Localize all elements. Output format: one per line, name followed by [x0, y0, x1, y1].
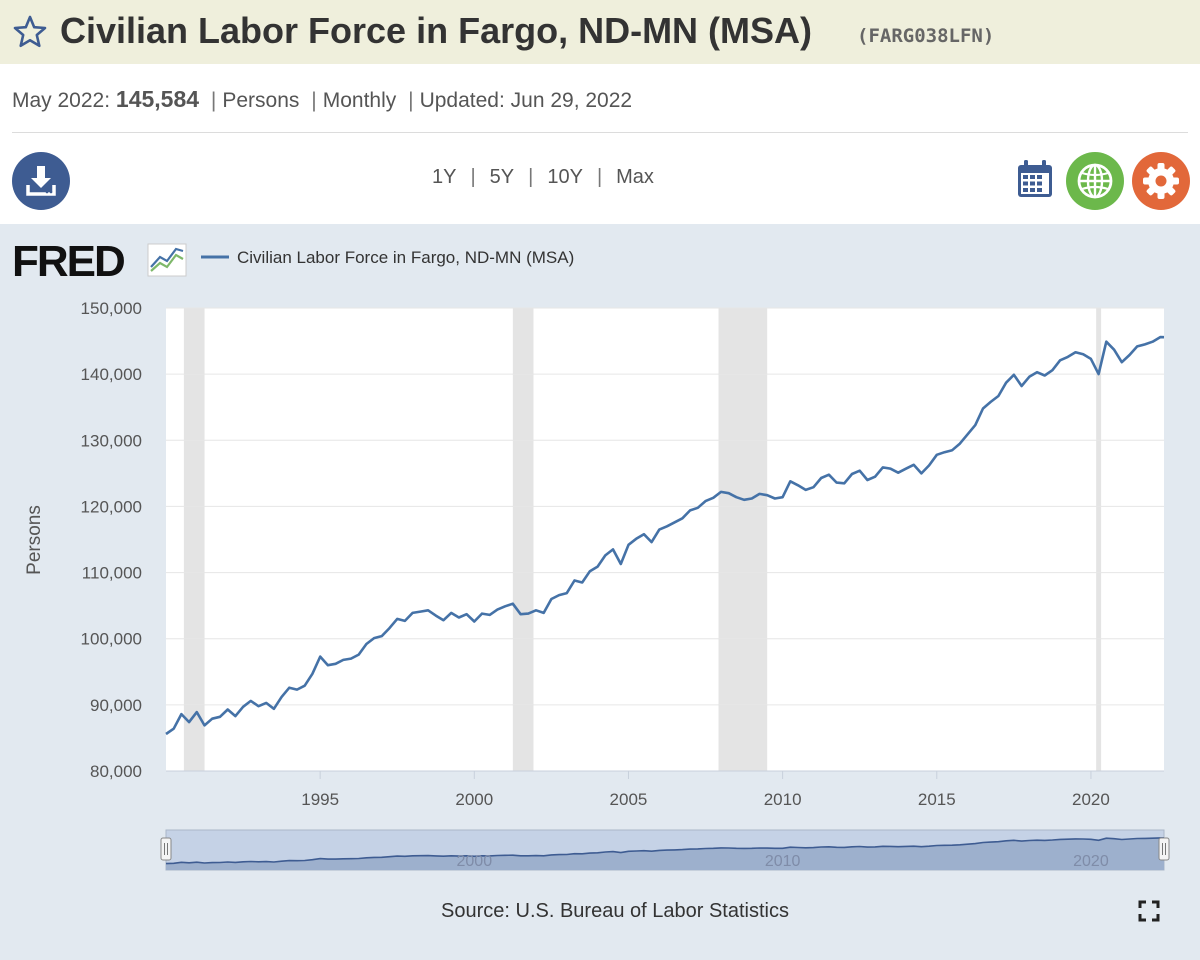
y-tick-label: 110,000: [82, 564, 142, 583]
y-tick-label: 150,000: [81, 299, 142, 318]
x-tick-label: 2010: [764, 790, 802, 809]
navigator-label: 2020: [1073, 853, 1109, 870]
fred-logo-graph-icon: [147, 243, 187, 277]
meta-separator: |: [210, 89, 217, 112]
range-10y-button[interactable]: 10Y: [547, 166, 583, 188]
header-divider: [12, 132, 1188, 133]
x-tick-label: 1995: [301, 790, 339, 809]
navigator-line: [165, 837, 1164, 865]
range-max-button[interactable]: Max: [616, 166, 654, 188]
y-tick-label: 130,000: [81, 431, 142, 450]
source-note: Source: U.S. Bureau of Labor Statistics: [441, 900, 789, 922]
meta-separator: |: [311, 89, 317, 112]
navigator-right-handle[interactable]: [1158, 837, 1170, 861]
gear-icon: [1143, 163, 1179, 199]
y-tick-label: 120,000: [81, 497, 142, 516]
globe-button[interactable]: [1066, 152, 1124, 210]
meta-updated-date: Jun 29, 2022: [510, 89, 633, 112]
title-bar: Civilian Labor Force in Fargo, ND-MN (MS…: [0, 0, 1200, 64]
y-tick-label: 90,000: [90, 696, 142, 715]
meta-units: Persons: [222, 89, 300, 112]
series-id: (FARG038LFN): [857, 25, 995, 47]
date-range-selector: 1Y | 5Y | 10Y | Max: [432, 166, 654, 189]
navigator-left-handle[interactable]: [160, 837, 172, 861]
settings-button[interactable]: [1132, 152, 1190, 210]
recession-band: [718, 308, 768, 771]
range-separator: |: [528, 166, 534, 188]
range-1y-button[interactable]: 1Y: [432, 166, 457, 188]
navigator-area: [166, 837, 1164, 870]
navigator-label: 2010: [765, 853, 801, 870]
series-meta: May 2022: 145,584 | Persons | Monthly | Upd…: [12, 86, 632, 113]
plot-background: [166, 308, 1164, 771]
chart: FRED Civilian Labor Force in Fargo, ND-M…: [12, 237, 1170, 922]
meta-latest-value: 145,584: [115, 86, 200, 112]
recession-band: [183, 308, 205, 771]
series-line: [165, 335, 1165, 736]
meta-separator: |: [408, 89, 414, 112]
legend-label: Civilian Labor Force in Fargo, ND-MN (MS…: [237, 248, 574, 267]
page-title: Civilian Labor Force in Fargo, ND-MN (MS…: [60, 10, 813, 51]
download-button[interactable]: [12, 152, 70, 210]
y-tick-label: 100,000: [81, 630, 142, 649]
x-tick-label: 2005: [610, 790, 648, 809]
y-tick-label: 80,000: [90, 762, 142, 781]
meta-updated-label: Updated:: [419, 89, 505, 112]
download-icon: [26, 166, 56, 196]
navigator-label: 2000: [457, 853, 493, 870]
y-tick-label: 140,000: [81, 365, 142, 384]
meta-frequency: Monthly: [322, 89, 397, 112]
fred-logo: FRED: [12, 237, 124, 286]
meta-period: May 2022:: [12, 89, 111, 112]
y-axis-label: Persons: [24, 505, 45, 575]
x-tick-label: 2020: [1072, 790, 1110, 809]
x-tick-label: 2015: [918, 790, 956, 809]
range-navigator[interactable]: 2000 2010 2020: [160, 829, 1170, 871]
x-tick-label: 2000: [455, 790, 493, 809]
star-outline-icon[interactable]: [12, 14, 48, 50]
calendar-icon[interactable]: [1014, 158, 1056, 200]
chart-panel: FRED Civilian Labor Force in Fargo, ND-M…: [0, 224, 1200, 960]
fullscreen-icon[interactable]: [1138, 900, 1160, 922]
range-separator: |: [596, 166, 603, 188]
recession-band: [512, 308, 534, 771]
range-5y-button[interactable]: 5Y: [489, 166, 515, 188]
range-separator: |: [470, 166, 476, 188]
recession-band: [1096, 308, 1102, 771]
globe-icon: [1077, 163, 1113, 199]
